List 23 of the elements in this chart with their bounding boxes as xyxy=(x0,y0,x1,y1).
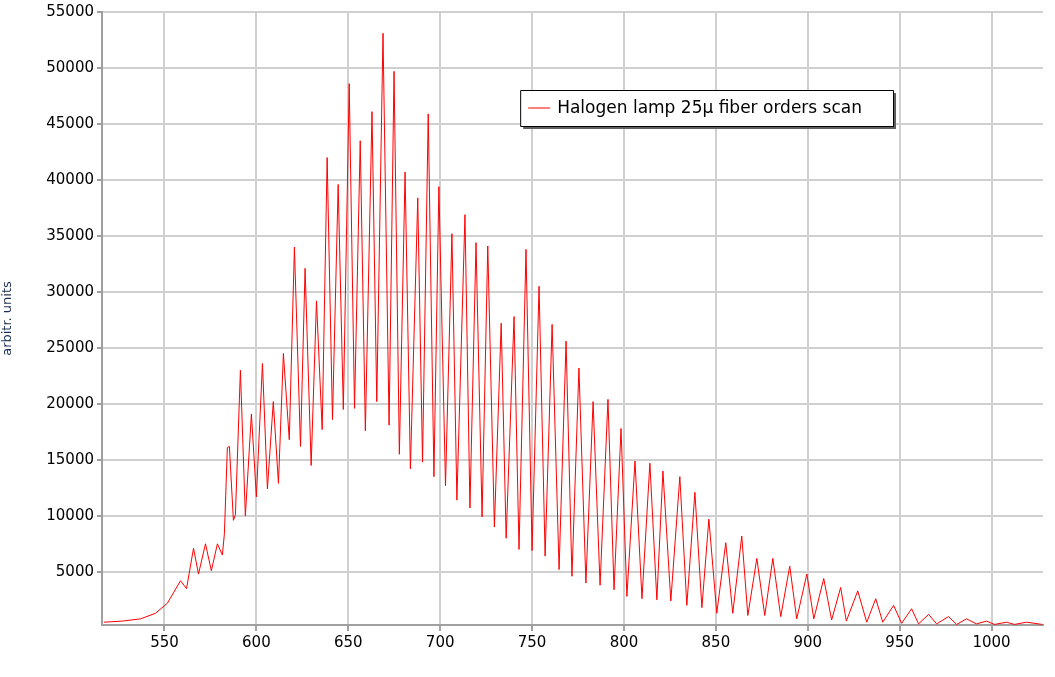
y-tick-label: 25000 xyxy=(46,337,94,356)
y-axis-title: arbitr. units xyxy=(0,280,15,356)
x-tick-label: 550 xyxy=(150,632,179,651)
y-tick-label: 55000 xyxy=(46,1,94,20)
x-tick-label: 1000 xyxy=(972,632,1011,651)
y-tick-label: 35000 xyxy=(46,225,94,244)
y-tick-label: 45000 xyxy=(46,113,94,132)
y-tick-label: 20000 xyxy=(46,393,94,412)
legend-label: Halogen lamp 25μ fiber orders scan xyxy=(557,97,863,118)
x-tick-label: 900 xyxy=(793,632,823,651)
x-tick-label: 700 xyxy=(425,632,455,651)
x-tick-label: 600 xyxy=(242,632,271,651)
y-tick-label: 15000 xyxy=(46,449,94,468)
y-tick-label: 40000 xyxy=(46,169,94,188)
x-tick-label: 950 xyxy=(885,632,914,651)
y-tick-label: 30000 xyxy=(46,281,94,300)
x-tick-label: 750 xyxy=(517,632,547,651)
x-tick-label: 800 xyxy=(609,632,639,651)
y-tick-label: 5000 xyxy=(55,561,94,580)
y-tick-label: 50000 xyxy=(46,57,94,76)
x-tick-label: 850 xyxy=(701,632,731,651)
y-tick-label: 10000 xyxy=(46,505,94,524)
x-tick-label: 650 xyxy=(333,632,363,651)
